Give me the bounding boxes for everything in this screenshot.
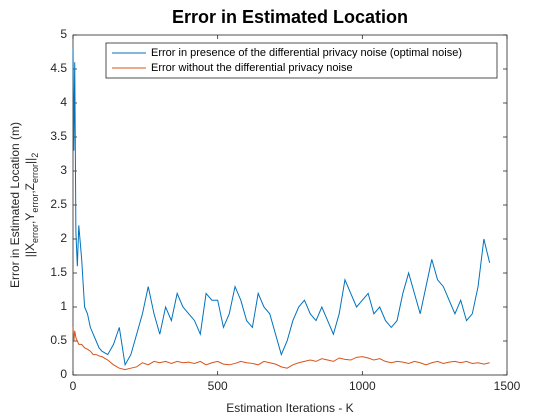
x-axis-label: Estimation Iterations - K [226, 401, 353, 415]
legend-label: Error in presence of the differential pr… [151, 47, 462, 59]
y-tick-label: 4.5 [50, 61, 67, 75]
series-line [72, 48, 491, 367]
label-part: 2 [30, 153, 40, 158]
series-line [72, 327, 490, 371]
x-tick-label: 0 [70, 379, 77, 393]
label-part: ,Y [23, 213, 37, 224]
legend-label: Error without the differential privacy n… [151, 62, 353, 74]
y-tick-label: 5 [60, 27, 67, 41]
y-axis-label: Error in Estimated Location (m) [8, 122, 22, 288]
label-part: ||X [23, 243, 37, 257]
y-tick-label: 2 [60, 231, 67, 245]
label-part: error [30, 224, 40, 243]
y-tick-label: 4 [60, 95, 67, 109]
y-tick-label: 3.5 [50, 129, 67, 143]
y-tick-label: 0 [60, 367, 67, 381]
x-tick-label: 1000 [349, 379, 376, 393]
y-tick-label: 0.5 [50, 333, 67, 347]
label-part: error [30, 194, 40, 213]
y-tick-label: 3 [60, 163, 67, 177]
y-tick-label: 1.5 [50, 265, 67, 279]
y-tick-label: 1 [60, 299, 67, 313]
y-axis-label: ||Xerror,Yerror,Zerror||2 [23, 153, 40, 258]
y-tick-label: 2.5 [50, 197, 67, 211]
x-tick-label: 500 [208, 379, 228, 393]
label-part: error [30, 164, 40, 183]
legend-box [105, 42, 498, 79]
chart-title: Error in Estimated Location [172, 7, 408, 27]
label-part: || [23, 158, 37, 164]
plot-area [72, 34, 508, 376]
x-tick-label: 1500 [494, 379, 521, 393]
label-part: ,Z [23, 183, 37, 194]
